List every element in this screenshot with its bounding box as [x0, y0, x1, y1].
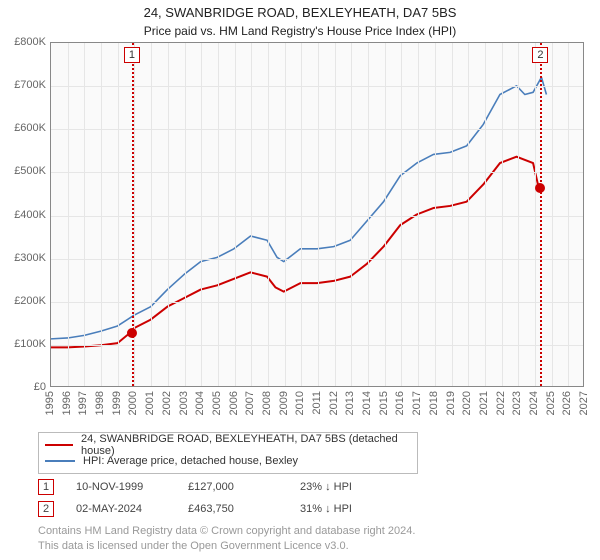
- x-tick-label: 1998: [94, 391, 106, 415]
- y-tick-label: £500K: [14, 165, 46, 177]
- series-line-price_paid: [51, 157, 539, 348]
- datapoint-delta: 31% ↓ HPI: [300, 503, 390, 515]
- marker-line-2: [540, 43, 542, 386]
- y-tick-label: £200K: [14, 295, 46, 307]
- x-tick-label: 2026: [561, 391, 573, 415]
- x-tick-label: 2009: [278, 391, 290, 415]
- y-tick-label: £100K: [14, 338, 46, 350]
- legend-row: 24, SWANBRIDGE ROAD, BEXLEYHEATH, DA7 5B…: [45, 437, 411, 453]
- marker-box-2: 2: [532, 47, 548, 63]
- chart-subtitle: Price paid vs. HM Land Registry's House …: [0, 23, 600, 39]
- datapoints-table: 1 10-NOV-1999 £127,000 23% ↓ HPI 2 02-MAY-202…: [38, 476, 538, 520]
- x-tick-label: 2004: [194, 391, 206, 415]
- marker-point-1: [127, 328, 137, 338]
- x-tick-label: 2023: [511, 391, 523, 415]
- x-tick-label: 2016: [394, 391, 406, 415]
- datapoint-delta: 23% ↓ HPI: [300, 481, 390, 493]
- x-axis: 1995199619971998199920002001200220032004…: [50, 387, 584, 432]
- x-tick-label: 2013: [344, 391, 356, 415]
- x-tick-label: 2002: [161, 391, 173, 415]
- x-tick-label: 2027: [578, 391, 590, 415]
- datapoint-num-box: 2: [38, 501, 54, 517]
- x-tick-label: 1995: [44, 391, 56, 415]
- datapoint-price: £127,000: [188, 481, 278, 493]
- series-line-hpi: [51, 77, 546, 339]
- x-tick-label: 2010: [294, 391, 306, 415]
- chart-plot-area: 12: [50, 42, 584, 387]
- x-tick-label: 2005: [211, 391, 223, 415]
- legend-label: 24, SWANBRIDGE ROAD, BEXLEYHEATH, DA7 5B…: [81, 433, 411, 457]
- x-tick-label: 2007: [244, 391, 256, 415]
- y-tick-label: £300K: [14, 252, 46, 264]
- title-block: 24, SWANBRIDGE ROAD, BEXLEYHEATH, DA7 5B…: [0, 0, 600, 45]
- x-tick-label: 2020: [461, 391, 473, 415]
- y-axis: £0£100K£200K£300K£400K£500K£600K£700K£80…: [0, 42, 50, 387]
- x-tick-label: 2001: [144, 391, 156, 415]
- marker-point-2: [535, 183, 545, 193]
- datapoint-row: 2 02-MAY-2024 £463,750 31% ↓ HPI: [38, 498, 538, 520]
- x-tick-label: 1997: [77, 391, 89, 415]
- datapoint-date: 10-NOV-1999: [76, 481, 166, 493]
- x-tick-label: 2021: [478, 391, 490, 415]
- x-tick-label: 2019: [445, 391, 457, 415]
- x-tick-label: 2000: [127, 391, 139, 415]
- x-tick-label: 1996: [61, 391, 73, 415]
- legend: 24, SWANBRIDGE ROAD, BEXLEYHEATH, DA7 5B…: [38, 432, 418, 474]
- x-tick-label: 2018: [428, 391, 440, 415]
- y-tick-label: £600K: [14, 122, 46, 134]
- x-tick-label: 1999: [111, 391, 123, 415]
- x-tick-label: 2015: [378, 391, 390, 415]
- x-tick-label: 2006: [228, 391, 240, 415]
- legend-label: HPI: Average price, detached house, Bexl…: [83, 455, 298, 467]
- footer-line-1: Contains HM Land Registry data © Crown c…: [38, 524, 415, 539]
- x-tick-label: 2011: [311, 391, 323, 415]
- footer: Contains HM Land Registry data © Crown c…: [38, 524, 415, 554]
- x-tick-label: 2012: [328, 391, 340, 415]
- legend-swatch: [45, 444, 73, 446]
- datapoint-date: 02-MAY-2024: [76, 503, 166, 515]
- datapoint-row: 1 10-NOV-1999 £127,000 23% ↓ HPI: [38, 476, 538, 498]
- x-tick-label: 2017: [411, 391, 423, 415]
- x-tick-label: 2025: [545, 391, 557, 415]
- x-tick-label: 2022: [495, 391, 507, 415]
- x-tick-label: 2014: [361, 391, 373, 415]
- y-tick-label: £400K: [14, 209, 46, 221]
- datapoint-price: £463,750: [188, 503, 278, 515]
- chart-container: 24, SWANBRIDGE ROAD, BEXLEYHEATH, DA7 5B…: [0, 0, 600, 560]
- legend-swatch: [45, 460, 75, 462]
- y-tick-label: £800K: [14, 36, 46, 48]
- y-tick-label: £700K: [14, 79, 46, 91]
- x-tick-label: 2024: [528, 391, 540, 415]
- footer-line-2: This data is licensed under the Open Gov…: [38, 539, 415, 554]
- chart-title: 24, SWANBRIDGE ROAD, BEXLEYHEATH, DA7 5B…: [0, 4, 600, 22]
- x-tick-label: 2003: [178, 391, 190, 415]
- x-tick-label: 2008: [261, 391, 273, 415]
- marker-box-1: 1: [124, 47, 140, 63]
- datapoint-num-box: 1: [38, 479, 54, 495]
